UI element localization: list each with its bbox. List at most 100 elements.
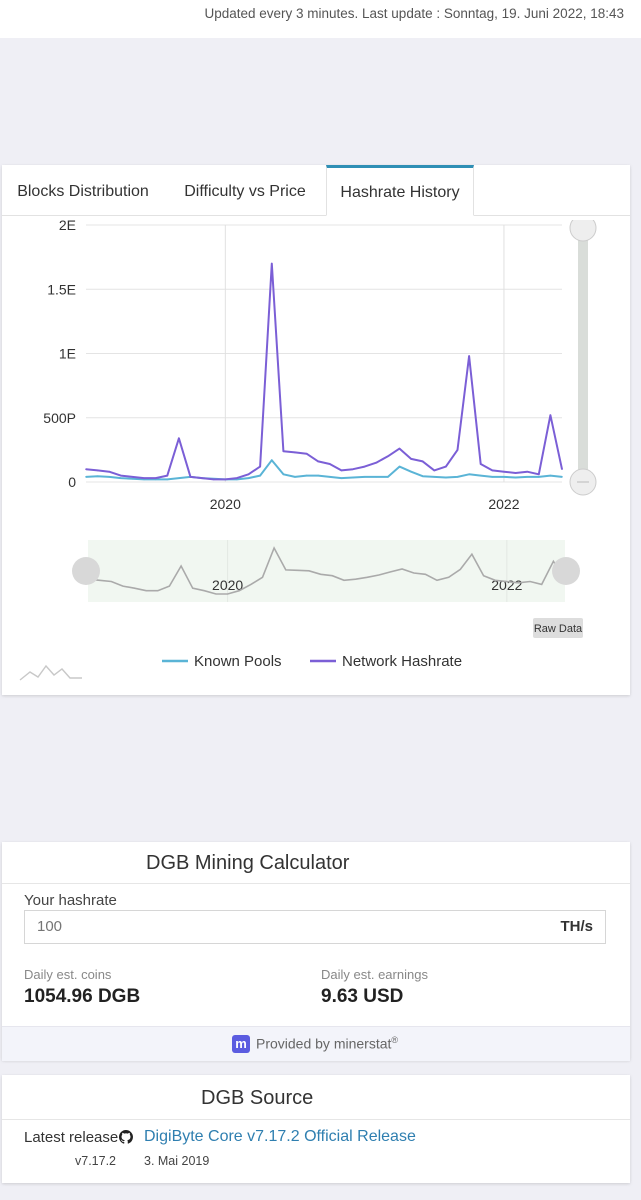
data-point — [340, 477, 343, 479]
tab-blocks-distribution[interactable]: Blocks Distribution — [17, 183, 149, 200]
legend-label: Known Pools — [194, 653, 282, 670]
data-point — [178, 437, 180, 440]
data-point — [491, 469, 494, 472]
raw-data-label: Raw Data — [534, 623, 583, 635]
data-point — [433, 469, 436, 472]
daily-coins-label: Daily est. coins — [24, 967, 112, 982]
navigator-tick-label: 2020 — [212, 577, 243, 593]
data-point — [363, 465, 366, 468]
data-point — [85, 468, 87, 470]
navigator-background — [88, 540, 565, 602]
data-point — [456, 449, 459, 451]
series-line — [85, 262, 563, 481]
data-point — [329, 463, 331, 465]
data-point — [340, 469, 343, 472]
data-point — [526, 470, 528, 473]
data-point — [398, 465, 401, 468]
data-point — [387, 455, 389, 458]
x-tick-label: 2022 — [488, 496, 519, 512]
divider — [2, 1119, 630, 1120]
navigator-line — [87, 546, 566, 595]
data-point — [456, 476, 459, 478]
data-point — [259, 465, 261, 468]
provided-by-bar: m Provided by minerstat® — [2, 1026, 630, 1061]
data-point — [131, 477, 134, 480]
data-point — [549, 474, 552, 477]
data-point — [445, 476, 447, 479]
data-point — [282, 473, 285, 476]
data-point — [375, 461, 378, 464]
data-point — [317, 474, 319, 477]
last-update-text: Updated every 3 minutes. Last update : S… — [204, 6, 624, 21]
chart-tabs: Blocks Distribution Difficulty vs Price … — [2, 165, 630, 216]
raw-data-button[interactable]: Raw Data — [533, 618, 583, 638]
navigator-tick-label: 2022 — [491, 577, 522, 593]
provided-by-link[interactable]: Provided by minerstat® — [256, 1035, 398, 1052]
data-point — [421, 460, 424, 463]
data-point — [433, 476, 436, 478]
daily-coins-value: 1054.96 DGB — [24, 986, 141, 1007]
data-point — [352, 476, 354, 479]
data-point — [329, 476, 331, 478]
data-point — [317, 460, 319, 463]
data-point — [398, 447, 401, 450]
registered-mark: ® — [391, 1035, 399, 1045]
data-point — [166, 474, 169, 477]
navigator-handle-right — [552, 557, 580, 585]
release-date: 3. Mai 2019 — [144, 1154, 210, 1168]
data-point — [479, 474, 482, 477]
data-point — [503, 470, 505, 473]
legend-item[interactable]: Known Pools — [162, 653, 282, 670]
data-point — [491, 476, 494, 478]
data-point — [247, 477, 250, 479]
data-point — [305, 452, 308, 455]
legend-item[interactable]: Network Hashrate — [310, 653, 462, 670]
data-point — [120, 477, 122, 479]
navigator-handle-left — [72, 557, 100, 585]
tab-hashrate-history[interactable]: Hashrate History — [326, 165, 474, 216]
zoom-scrollbar-track — [578, 230, 588, 482]
data-point — [259, 474, 261, 477]
mining-calculator-card: DGB Mining Calculator Your hashrate TH/s… — [2, 842, 630, 1061]
data-point — [363, 476, 366, 478]
y-tick-label: 2E — [59, 220, 76, 233]
data-point — [108, 476, 111, 478]
data-point — [120, 474, 122, 477]
x-tick-label: 2020 — [210, 496, 241, 512]
latest-release-label: Latest release — [24, 1129, 119, 1146]
update-bar: Updated every 3 minutes. Last update : S… — [0, 0, 641, 38]
data-point — [108, 470, 111, 473]
data-point — [189, 476, 192, 478]
divider — [2, 883, 630, 884]
calculator-title: DGB Mining Calculator — [146, 852, 350, 874]
data-point — [270, 262, 273, 265]
raw-data-button-bg — [533, 618, 583, 638]
data-point — [514, 472, 517, 474]
hashrate-unit: TH/s — [560, 918, 593, 935]
data-point — [561, 468, 563, 470]
release-link[interactable]: DigiByte Core v7.17.2 Official Release — [144, 1128, 416, 1145]
legend-label: Network Hashrate — [342, 653, 462, 670]
daily-earnings-label: Daily est. earnings — [321, 967, 428, 982]
data-point — [96, 475, 99, 478]
data-point — [294, 476, 296, 478]
data-point — [143, 477, 145, 479]
data-point — [305, 474, 308, 477]
hashrate-label: Your hashrate — [24, 892, 117, 909]
hashrate-input[interactable] — [35, 917, 519, 936]
mini-chart-logo-icon — [19, 664, 82, 681]
hashrate-field[interactable]: TH/s — [24, 910, 606, 944]
data-point — [561, 476, 563, 478]
y-tick-label: 0 — [68, 474, 76, 490]
tab-difficulty-vs-price[interactable]: Difficulty vs Price — [184, 183, 306, 200]
data-point — [479, 463, 482, 465]
data-point — [166, 478, 169, 481]
minerstat-logo-icon: m — [232, 1035, 250, 1053]
data-point — [537, 473, 540, 476]
data-point — [549, 414, 552, 416]
source-title: DGB Source — [201, 1087, 314, 1109]
data-point — [96, 469, 99, 472]
data-point — [410, 458, 412, 460]
data-point — [294, 451, 296, 454]
data-point — [526, 476, 528, 478]
